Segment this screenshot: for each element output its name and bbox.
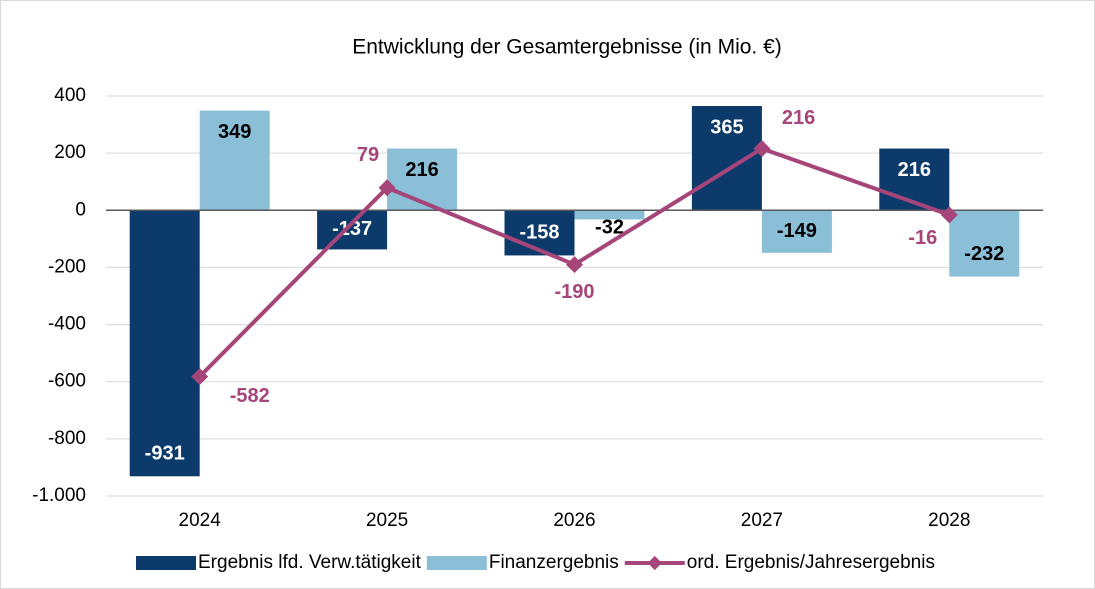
line-marker (940, 206, 958, 224)
y-tick-label: -800 (48, 428, 86, 449)
x-tick-label: 2024 (179, 510, 222, 531)
y-tick-label: -200 (48, 256, 86, 277)
legend-swatch (136, 556, 196, 570)
data-label: 79 (357, 144, 379, 166)
x-tick-label: 2026 (553, 510, 595, 531)
y-tick-label: -400 (48, 314, 86, 335)
x-tick-label: 2027 (741, 510, 783, 531)
bar (504, 210, 575, 256)
bar (949, 210, 1020, 277)
chart-title: Entwicklung der Gesamtergebnisse (in Mio… (352, 36, 782, 59)
legend-label: Ergebnis lfd. Verw.tätigkeit (198, 552, 422, 573)
bar (574, 210, 645, 220)
bar (129, 210, 200, 477)
y-tick-label: 400 (54, 85, 86, 106)
y-tick-label: 0 (75, 199, 86, 220)
data-label: 216 (405, 159, 438, 181)
x-tick-label: 2028 (928, 510, 970, 531)
data-label: -232 (964, 243, 1004, 265)
legend-swatch (426, 556, 487, 570)
y-tick-label: -600 (48, 371, 86, 392)
data-label: 365 (710, 116, 743, 138)
line-marker (566, 256, 583, 274)
data-label: -582 (230, 385, 270, 407)
bar (879, 148, 950, 211)
line-marker (378, 179, 396, 197)
legend-label: ord. Ergebnis/Jahresergebnis (687, 552, 935, 573)
line-marker (191, 368, 209, 386)
legend-swatch (647, 555, 662, 571)
data-label: 216 (782, 107, 815, 129)
y-tick-label: 200 (54, 142, 86, 163)
data-label: -32 (595, 217, 624, 239)
data-label: -190 (554, 281, 594, 303)
bar (761, 210, 832, 253)
data-label: -158 (519, 222, 559, 244)
data-label: -931 (145, 443, 185, 465)
line-marker (753, 140, 771, 158)
data-label: 349 (218, 121, 251, 143)
legend-label: Finanzergebnis (489, 552, 619, 573)
data-label: -149 (777, 220, 817, 242)
data-label: -16 (908, 227, 937, 249)
data-label: 216 (898, 159, 931, 181)
bar (317, 210, 388, 250)
x-tick-label: 2025 (366, 510, 408, 531)
bar (199, 110, 270, 211)
y-tick-label: -1.000 (32, 485, 86, 506)
